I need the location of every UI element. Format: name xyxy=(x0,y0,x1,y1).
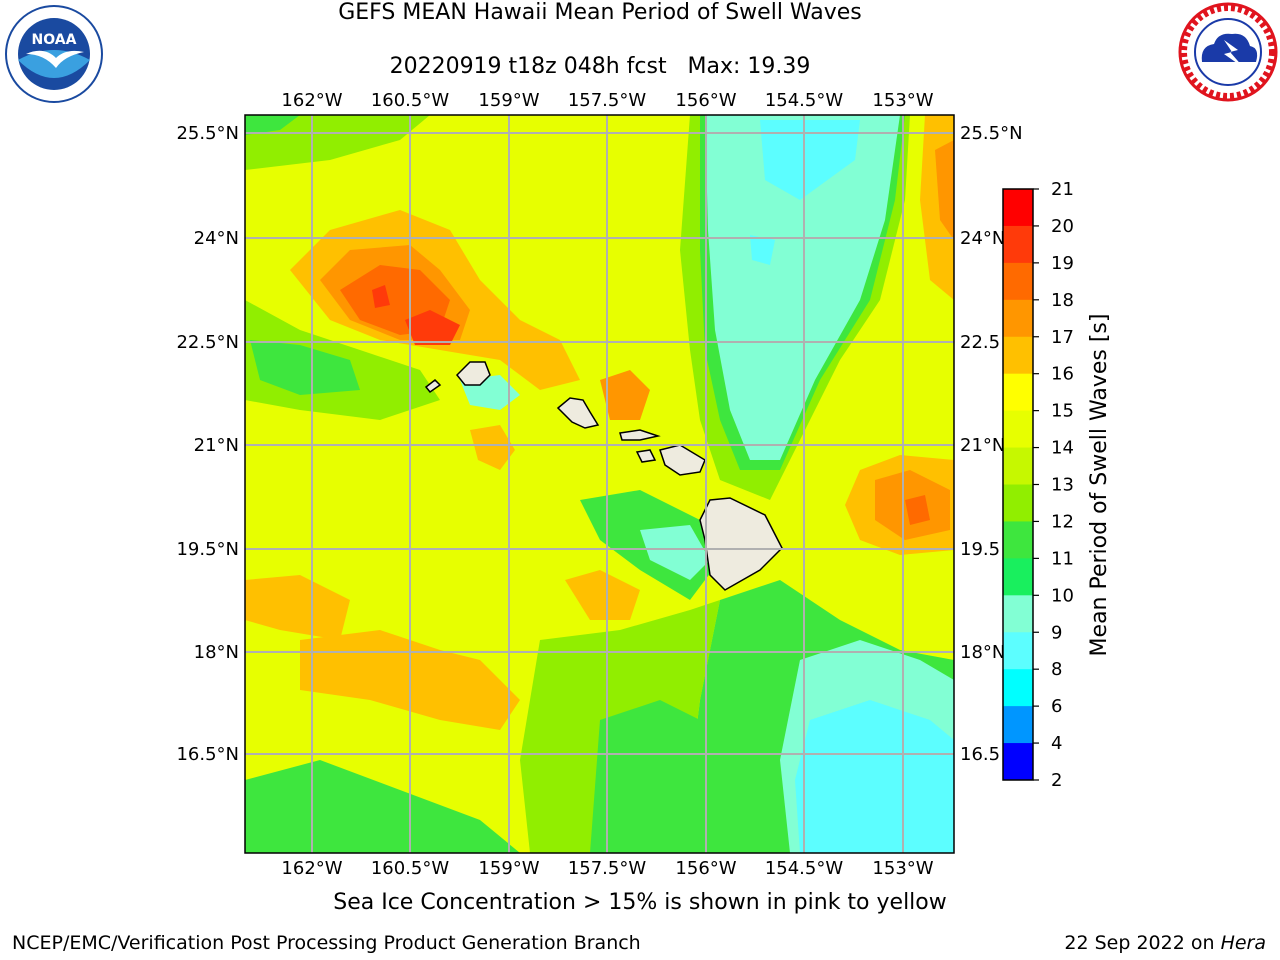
colorbar-tick-label: 17 xyxy=(1051,327,1074,348)
lat-label-left: 16.5°N xyxy=(176,744,239,765)
lat-label-left: 25.5°N xyxy=(176,123,239,144)
lon-label-bottom: 160.5°W xyxy=(371,858,450,879)
footer-date: 22 Sep 2022 on Hera xyxy=(1064,932,1266,954)
colorbar-segment xyxy=(1003,706,1033,744)
lon-label-top: 156°W xyxy=(675,90,736,111)
lon-label-top: 153°W xyxy=(872,90,933,111)
colorbar-tick-label: 21 xyxy=(1051,179,1074,200)
lat-label-left: 21°N xyxy=(194,435,239,456)
tick-labels: 162°W 162°W 160.5°W 160.5°W 159°W 159°W 157.5°… xyxy=(176,90,1022,879)
lat-label-left: 19.5°N xyxy=(176,539,239,560)
map-frame xyxy=(244,114,955,854)
footer-branch: NCEP/EMC/Verification Post Processing Pr… xyxy=(12,932,641,954)
lat-label-right: 21°N xyxy=(960,435,1005,456)
island-hawaii xyxy=(699,497,783,591)
noaa-logo-text: NOAA xyxy=(32,32,77,48)
colorbar-segment xyxy=(1003,336,1033,375)
colorbar-segment xyxy=(1003,521,1033,559)
lat-label-right: 16.5 xyxy=(960,744,1000,765)
colorbar-tick-label: 2 xyxy=(1051,770,1062,791)
colorbar-segment xyxy=(1003,558,1033,596)
island-molokai xyxy=(619,429,661,441)
colorbar-segment xyxy=(1003,743,1033,781)
lat-label-right: 18°N xyxy=(960,642,1005,663)
colorbar-tick-label: 16 xyxy=(1051,364,1074,385)
lat-label-right: 22.5 xyxy=(960,332,1000,353)
colorbar-segment xyxy=(1003,225,1033,264)
footer-machine: Hera xyxy=(1220,932,1266,954)
nws-logo xyxy=(1178,2,1278,102)
lon-label-bottom: 159°W xyxy=(478,858,539,879)
lon-label-bottom: 154.5°W xyxy=(765,858,844,879)
colorbar-tick-label: 4 xyxy=(1051,733,1062,754)
colorbar: 21 20 19 18 17 16 15 14 13 12 11 10 9 8 6 4 2 xyxy=(1002,179,1074,791)
lat-label-right: 25.5°N xyxy=(960,123,1023,144)
colorbar-segment xyxy=(1003,447,1033,485)
graticule xyxy=(245,115,954,853)
colorbar-tick-label: 14 xyxy=(1051,438,1074,459)
colorbar-tick-label: 8 xyxy=(1051,659,1062,680)
lon-label-bottom: 153°W xyxy=(872,858,933,879)
colorbar-tick-label: 6 xyxy=(1051,696,1062,717)
colorbar-segment xyxy=(1003,373,1033,412)
noaa-logo: NOAA xyxy=(5,5,103,103)
colorbar-segment xyxy=(1003,410,1033,449)
lon-label-top: 159°W xyxy=(478,90,539,111)
colorbar-label: Mean Period of Swell Waves [s] xyxy=(1087,314,1112,657)
colorbar-segment xyxy=(1003,632,1033,670)
lat-label-left: 22.5°N xyxy=(176,332,239,353)
colorbar-segment xyxy=(1003,595,1033,633)
islands xyxy=(424,361,783,591)
colorbar-tick-label: 12 xyxy=(1051,511,1074,532)
colorbar-segment xyxy=(1003,262,1033,301)
lon-label-top: 154.5°W xyxy=(765,90,844,111)
lat-label-right: 19.5 xyxy=(960,539,1000,560)
colorbar-segment xyxy=(1003,669,1033,707)
island-niihau xyxy=(424,379,442,394)
footer-date-text: 22 Sep 2022 on xyxy=(1064,932,1221,954)
colorbar-tick-label: 15 xyxy=(1051,401,1074,422)
sea-ice-note: Sea Ice Concentration > 15% is shown in … xyxy=(333,890,947,915)
colorbar-segment xyxy=(1003,484,1033,522)
lon-label-bottom: 157.5°W xyxy=(568,858,647,879)
colorbar-segment xyxy=(1003,189,1033,227)
island-kauai xyxy=(455,361,491,386)
lon-label-top: 157.5°W xyxy=(568,90,647,111)
island-oahu xyxy=(556,397,600,429)
colorbar-tick-label: 9 xyxy=(1051,622,1062,643)
colorbar-tick-label: 18 xyxy=(1051,290,1074,311)
colorbar-tick-label: 10 xyxy=(1051,585,1074,606)
lon-label-bottom: 162°W xyxy=(281,858,342,879)
lon-label-top: 160.5°W xyxy=(371,90,450,111)
lat-label-right: 24°N xyxy=(960,228,1005,249)
colorbar-tick-label: 19 xyxy=(1051,253,1074,274)
island-lanai xyxy=(635,449,657,463)
colorbar-tick-label: 20 xyxy=(1051,216,1074,237)
colorbar-tick-label: 11 xyxy=(1051,548,1074,569)
lat-label-left: 24°N xyxy=(194,228,239,249)
lon-label-top: 162°W xyxy=(281,90,342,111)
lat-label-left: 18°N xyxy=(194,642,239,663)
colorbar-tick-label: 13 xyxy=(1051,475,1074,496)
swell-period-field xyxy=(245,115,954,853)
lon-label-bottom: 156°W xyxy=(675,858,736,879)
colorbar-segment xyxy=(1003,299,1033,338)
title-line-1: GEFS MEAN Hawaii Mean Period of Swell Wa… xyxy=(338,0,862,25)
title-line-2: 20220919 t18z 048h fcst Max: 19.39 xyxy=(389,54,811,79)
